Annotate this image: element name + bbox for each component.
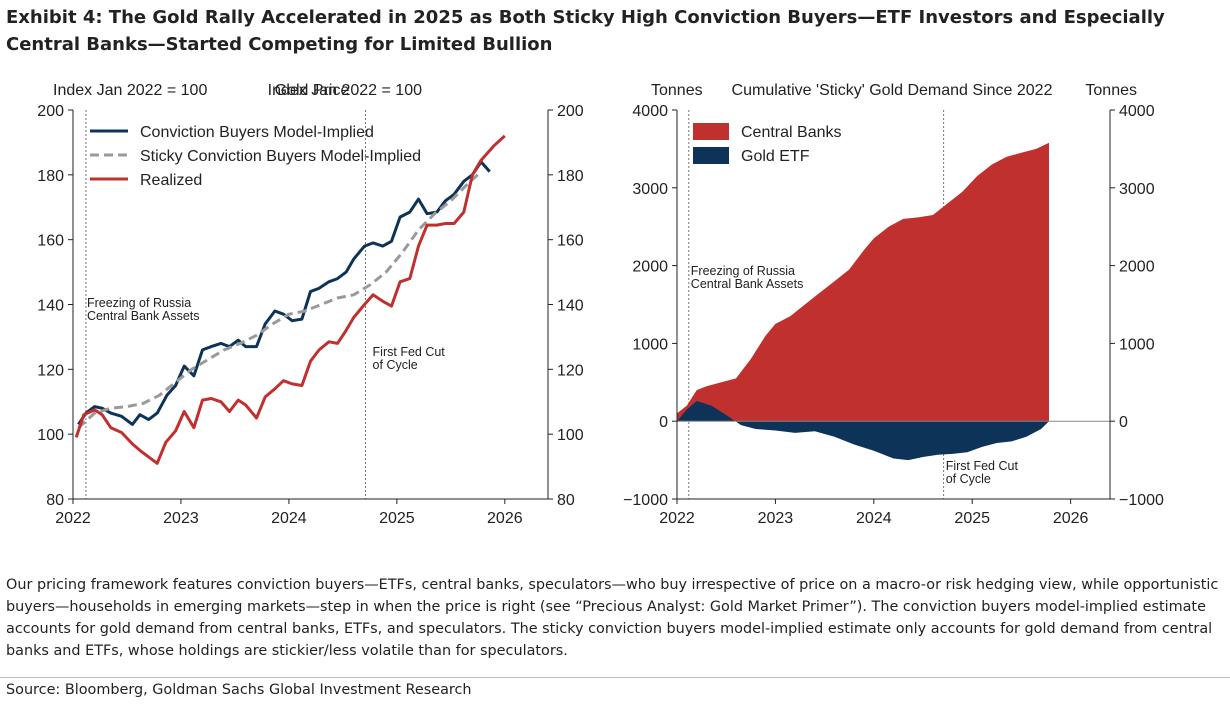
y-tick-label-right: 160	[557, 233, 584, 250]
y-tick-label-right: 80	[557, 492, 575, 509]
y-tick-label-right: 2000	[1119, 259, 1155, 276]
y-tick-label-left: 160	[37, 233, 64, 250]
y-tick-label-right: 120	[557, 362, 584, 379]
x-tick-label: 2024	[271, 510, 307, 527]
y-tick-label-right: 100	[557, 427, 584, 444]
x-tick-label: 2025	[379, 510, 415, 527]
event-label: of Cycle	[946, 472, 991, 486]
legend-label: Conviction Buyers Model-Implied	[140, 124, 374, 141]
y-tick-label-left: 4000	[632, 103, 668, 120]
divider	[0, 677, 1230, 678]
event-label: Freezing of Russia	[691, 264, 795, 278]
y-tick-label-left: 100	[37, 427, 64, 444]
y-tick-label-right: 180	[557, 168, 584, 185]
series-area-1	[677, 142, 1049, 422]
y-tick-label-right: 4000	[1119, 103, 1155, 120]
y-tick-label-left: 3000	[632, 181, 668, 198]
x-tick-label: 2024	[856, 510, 892, 527]
event-label: Central Bank Assets	[87, 309, 200, 323]
legend-label: Gold ETF	[741, 148, 810, 165]
x-tick-label: 2023	[163, 510, 199, 527]
y-tick-label-left: −1000	[623, 492, 668, 509]
series-line-3	[74, 134, 506, 465]
y-tick-label-right: 200	[557, 103, 584, 120]
chart-title: Cumulative 'Sticky' Gold Demand Since 20…	[732, 82, 1053, 99]
event-label: First Fed Cut	[946, 459, 1019, 473]
y-tick-label-right: 1000	[1119, 336, 1155, 353]
chart-title: Gold Price	[275, 82, 350, 99]
right-axis-label: Index Jan 2022 = 100	[268, 82, 422, 99]
event-label: First Fed Cut	[373, 345, 446, 359]
legend-label: Sticky Conviction Buyers Model-Implied	[140, 148, 421, 165]
series-area-2	[677, 401, 1049, 461]
y-tick-label-left: 120	[37, 362, 64, 379]
legend-swatch	[693, 123, 729, 140]
y-tick-label-left: 1000	[632, 336, 668, 353]
legend-swatch	[693, 147, 729, 164]
right-axis-label: Tonnes	[1085, 82, 1137, 99]
left-axis-label: Index Jan 2022 = 100	[53, 82, 207, 99]
event-label: Central Bank Assets	[691, 277, 804, 291]
y-tick-label-left: 2000	[632, 259, 668, 276]
x-tick-label: 2022	[659, 510, 695, 527]
left-axis-label: Tonnes	[651, 82, 703, 99]
y-tick-label-left: 80	[46, 492, 64, 509]
series-line-1	[77, 160, 491, 426]
y-tick-label-left: 180	[37, 168, 64, 185]
y-tick-label-right: 0	[1119, 414, 1128, 431]
exhibit-caption: Our pricing framework features convictio…	[6, 577, 1219, 659]
event-label: of Cycle	[373, 358, 418, 372]
series-line-2	[77, 170, 483, 429]
y-tick-label-left: 0	[659, 414, 668, 431]
y-tick-label-left: 140	[37, 298, 64, 315]
legend-label: Realized	[140, 172, 202, 189]
y-tick-label-right: −1000	[1119, 492, 1164, 509]
x-tick-label: 2026	[1053, 510, 1089, 527]
exhibit-title: Exhibit 4: The Gold Rally Accelerated in…	[6, 7, 1165, 55]
x-tick-label: 2022	[55, 510, 91, 527]
source-note: Source: Bloomberg, Goldman Sachs Global …	[6, 682, 472, 698]
event-label: Freezing of Russia	[87, 296, 191, 310]
x-tick-label: 2023	[758, 510, 794, 527]
legend-label: Central Banks	[741, 124, 842, 141]
y-tick-label-left: 200	[37, 103, 64, 120]
x-tick-label: 2026	[487, 510, 523, 527]
y-tick-label-right: 140	[557, 298, 584, 315]
x-tick-label: 2025	[954, 510, 990, 527]
y-tick-label-right: 3000	[1119, 181, 1155, 198]
